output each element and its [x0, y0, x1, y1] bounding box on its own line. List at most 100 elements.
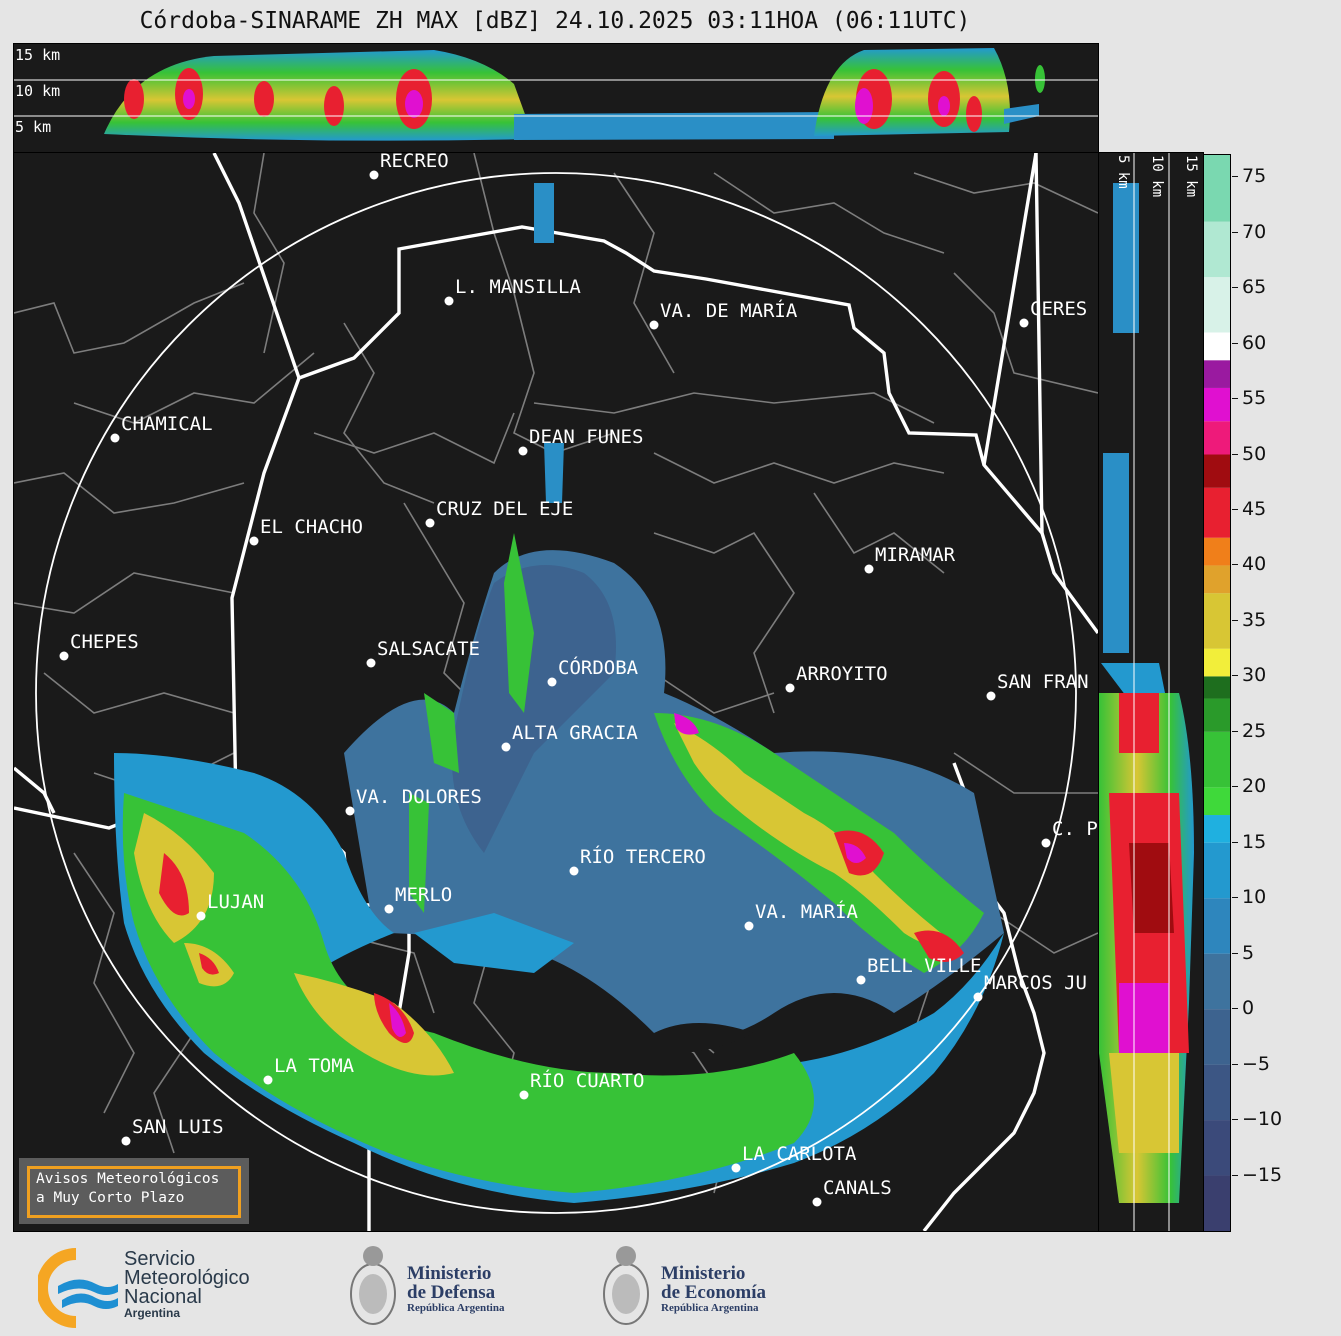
city-marker [547, 677, 557, 687]
economia-logo-text: Ministerio de Economía República Argenti… [661, 1264, 766, 1314]
radar-map-svg: RECREO L. MANSILLA VA. DE MARÍA CERES CHAMIC… [14, 153, 1098, 1231]
colorbar-tick [1232, 841, 1238, 843]
city-marker [973, 992, 983, 1002]
colorbar-tick [1232, 1008, 1238, 1010]
height-label-15km: 15 km [15, 46, 60, 64]
city-marker [425, 518, 435, 528]
colorbar-segment [1204, 387, 1230, 422]
city-marcos-ju: MARCOS JU [973, 972, 1087, 1002]
side-height-label-5km: 5 km [1115, 155, 1131, 189]
city-marker [501, 742, 511, 752]
colorbar-segment [1204, 815, 1230, 843]
city-c-p: C. P [1041, 818, 1098, 848]
colorbar-tick [1232, 564, 1238, 566]
colorbar-segment [1204, 953, 1230, 1010]
colorbar-tick [1232, 786, 1238, 788]
colorbar-tick [1232, 342, 1238, 344]
height-label-10km: 10 km [15, 82, 60, 100]
city-l-mansilla: L. MANSILLA [444, 276, 581, 306]
colorbar-tick [1232, 453, 1238, 455]
city-san-luis: SAN LUIS [121, 1116, 224, 1146]
city-label: VA. MARÍA [755, 900, 859, 923]
city-chepes: CHEPES [59, 631, 139, 661]
city-marker [1019, 318, 1029, 328]
colorbar-segment [1204, 487, 1230, 538]
city-label: CHAMICAL [121, 413, 213, 435]
city-marker [59, 651, 69, 661]
map-title: Córdoba-SINARAME ZH MAX [dBZ] 24.10.2025… [139, 8, 971, 34]
colorbar-segment [1204, 593, 1230, 649]
city-marker [121, 1136, 131, 1146]
city-label: CÓRDOBA [558, 655, 639, 679]
city-label: MIRAMAR [875, 544, 956, 566]
colorbar-tick-label: −5 [1242, 1052, 1271, 1075]
dbz-colorbar [1203, 154, 1231, 1232]
radar-echoes [114, 183, 1004, 1203]
colorbar-segment [1204, 454, 1230, 488]
city-marker [518, 446, 528, 456]
warning-notice-box[interactable]: Avisos Meteorológicos a Muy Corto Plazo [19, 1158, 249, 1224]
colorbar-segment [1204, 676, 1230, 699]
city-marker [864, 564, 874, 574]
city-chamical: CHAMICAL [110, 413, 213, 443]
city-marker [110, 433, 120, 443]
colorbar-tick-label: 45 [1242, 497, 1267, 520]
city-marker [785, 683, 795, 693]
city-label: VA. DOLORES [356, 786, 482, 808]
city-canals: CANALS [812, 1177, 892, 1207]
city-arroyito: ARROYITO [785, 663, 888, 693]
city-label: RÍO TERCERO [580, 845, 706, 868]
economia-coat-of-arms-icon [603, 1246, 649, 1325]
colorbar-tick-label: 65 [1242, 276, 1267, 299]
city-la-carlota: LA CARLOTA [731, 1143, 857, 1173]
city-labels-layer: RECREO L. MANSILLA VA. DE MARÍA CERES CHAMIC… [59, 153, 1098, 1207]
city-label: LA TOMA [274, 1055, 355, 1077]
colorbar-tick [1232, 287, 1238, 289]
radar-map-panel: RECREO L. MANSILLA VA. DE MARÍA CERES CHAMIC… [13, 152, 1099, 1232]
defensa-sub: República Argentina [407, 1302, 505, 1314]
city-label: CRUZ DEL EJE [436, 498, 573, 520]
city-label: CERES [1030, 298, 1087, 320]
city-río-tercero: RÍO TERCERO [569, 845, 706, 876]
colorbar-tick-label: 70 [1242, 220, 1267, 243]
city-marker [345, 806, 355, 816]
colorbar-segment [1204, 537, 1230, 566]
city-label: EL CHACHO [260, 516, 363, 538]
city-label: MARCOS JU [984, 972, 1087, 994]
colorbar-segment [1204, 1009, 1230, 1065]
colorbar-tick [1232, 1063, 1238, 1065]
city-marker [263, 1075, 273, 1085]
city-label: SALSACATE [377, 638, 480, 660]
side-height-label-15km: 15 km [1183, 155, 1199, 197]
city-la-toma: LA TOMA [263, 1055, 355, 1085]
city-merlo: MERLO [384, 884, 452, 914]
city-label: CHEPES [70, 631, 139, 653]
defensa-line-2: de Defensa [407, 1282, 496, 1303]
radar-range-ring [35, 172, 1077, 1214]
defensa-coat-of-arms-icon [350, 1246, 396, 1325]
colorbar-tick [1232, 176, 1238, 178]
colorbar-segment [1204, 565, 1230, 594]
city-miramar: MIRAMAR [864, 544, 956, 574]
city-label: BELL VILLE [867, 955, 981, 977]
city-el-chacho: EL CHACHO [249, 516, 363, 546]
colorbar-tick-label: 10 [1242, 886, 1267, 909]
colorbar-segment [1204, 332, 1230, 361]
colorbar-segment [1204, 1175, 1230, 1231]
city-salsacate: SALSACATE [366, 638, 480, 668]
colorbar-tick [1232, 508, 1238, 510]
colorbar-tick-label: 35 [1242, 608, 1267, 631]
city-marker [569, 866, 579, 876]
city-marker [649, 320, 659, 330]
colorbar-segment [1204, 898, 1230, 954]
notice-line-2: a Muy Corto Plazo [36, 1190, 185, 1206]
city-label: L. MANSILLA [455, 276, 581, 298]
city-marker [196, 911, 206, 921]
city-label: LA CARLOTA [742, 1143, 857, 1165]
city-recreo: RECREO [369, 153, 449, 180]
colorbar-segment [1204, 155, 1230, 222]
colorbar-segment [1204, 421, 1230, 455]
colorbar-segment [1204, 648, 1230, 677]
side-height-label-10km: 10 km [1149, 155, 1165, 197]
city-lujan: LUJAN [196, 891, 264, 921]
